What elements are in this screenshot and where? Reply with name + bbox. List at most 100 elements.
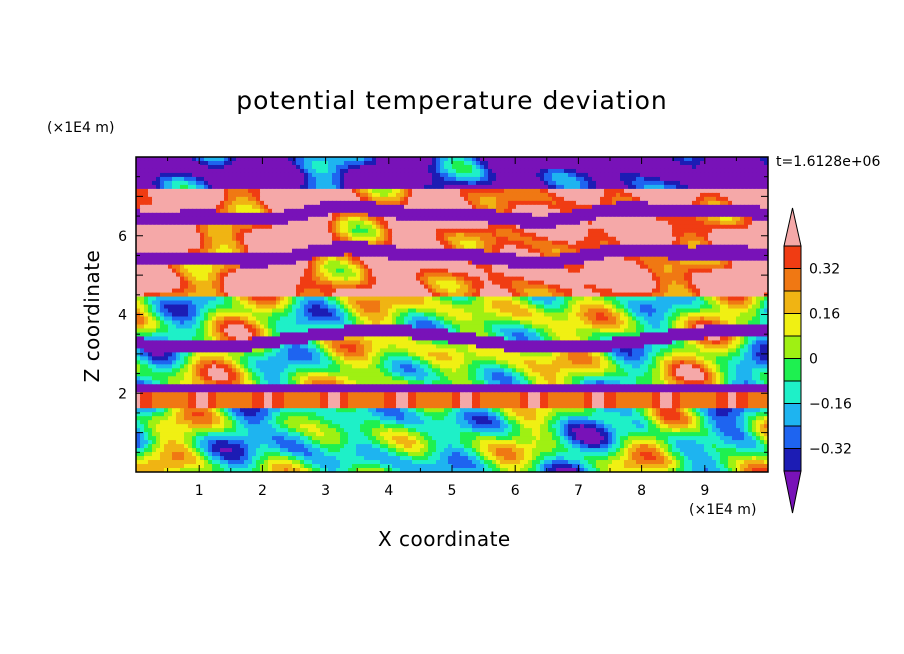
field-cell: [488, 180, 493, 186]
field-cell: [720, 224, 725, 230]
field-cell: [700, 180, 705, 186]
field-cell: [144, 180, 149, 186]
field-cell: [552, 220, 557, 226]
field-cell: [612, 244, 617, 250]
field-cell: [248, 252, 253, 258]
field-cell: [616, 236, 621, 242]
field-cell: [460, 176, 465, 182]
field-cell: [736, 244, 741, 250]
field-cell: [720, 172, 725, 178]
field-cell: [748, 204, 753, 210]
field-cell: [168, 192, 173, 198]
field-cell: [372, 224, 377, 230]
field-cell: [320, 264, 325, 270]
field-cell: [484, 232, 489, 238]
field-cell: [432, 168, 437, 174]
field-cell: [704, 208, 709, 214]
field-cell: [604, 264, 609, 270]
field-cell: [436, 188, 441, 194]
field-cell: [476, 220, 481, 226]
field-cell: [420, 196, 425, 202]
field-cell: [256, 160, 261, 166]
field-cell: [576, 212, 581, 218]
field-cell: [460, 216, 465, 222]
field-cell: [160, 280, 165, 286]
field-cell: [296, 176, 301, 182]
field-cell: [300, 184, 305, 190]
field-cell: [676, 192, 681, 198]
field-cell: [684, 212, 689, 218]
field-cell: [276, 188, 281, 194]
field-cell: [388, 224, 393, 230]
field-cell: [516, 180, 521, 186]
field-cell: [548, 216, 553, 222]
field-cell: [432, 184, 437, 190]
field-cell: [144, 212, 149, 218]
field-cell: [384, 216, 389, 222]
field-cell: [440, 256, 445, 262]
field-cell: [164, 268, 169, 274]
field-cell: [412, 220, 417, 226]
field-cell: [212, 164, 217, 170]
field-cell: [740, 176, 745, 182]
field-cell: [476, 268, 481, 274]
field-cell: [448, 164, 453, 170]
field-cell: [580, 168, 585, 174]
field-cell: [680, 224, 685, 230]
field-cell: [200, 236, 205, 242]
field-cell: [316, 164, 321, 170]
field-cell: [548, 232, 553, 238]
field-cell: [608, 184, 613, 190]
field-cell: [684, 204, 689, 210]
field-cell: [704, 236, 709, 242]
field-cell: [300, 208, 305, 214]
field-cell: [204, 272, 209, 278]
field-cell: [636, 272, 641, 278]
field-cell: [716, 248, 721, 254]
field-cell: [728, 180, 733, 186]
field-cell: [428, 212, 433, 218]
field-cell: [160, 204, 165, 210]
field-cell: [376, 176, 381, 182]
field-cell: [544, 172, 549, 178]
field-cell: [752, 200, 757, 206]
field-cell: [336, 212, 341, 218]
field-cell: [272, 276, 277, 282]
field-cell: [588, 184, 593, 190]
field-cell: [476, 160, 481, 166]
field-cell: [540, 260, 545, 266]
field-cell: [172, 172, 177, 178]
field-cell: [432, 200, 437, 206]
field-cell: [188, 192, 193, 198]
field-cell: [724, 240, 729, 246]
field-cell: [636, 212, 641, 218]
field-cell: [284, 268, 289, 274]
field-cell: [188, 188, 193, 194]
field-cell: [656, 220, 661, 226]
field-cell: [480, 200, 485, 206]
field-cell: [704, 184, 709, 190]
field-cell: [296, 204, 301, 210]
field-cell: [176, 216, 181, 222]
field-cell: [372, 212, 377, 218]
field-cell: [452, 208, 457, 214]
field-cell: [736, 260, 741, 266]
field-cell: [672, 192, 677, 198]
field-cell: [348, 192, 353, 198]
field-cell: [716, 192, 721, 198]
field-cell: [324, 200, 329, 206]
field-cell: [704, 212, 709, 218]
field-cell: [496, 248, 501, 254]
field-cell: [716, 224, 721, 230]
field-cell: [284, 224, 289, 230]
field-cell: [424, 208, 429, 214]
field-cell: [448, 196, 453, 202]
field-cell: [720, 176, 725, 182]
field-cell: [164, 208, 169, 214]
field-cell: [680, 260, 685, 266]
field-cell: [312, 256, 317, 262]
field-cell: [540, 196, 545, 202]
field-cell: [364, 200, 369, 206]
field-cell: [212, 160, 217, 166]
field-cell: [340, 212, 345, 218]
